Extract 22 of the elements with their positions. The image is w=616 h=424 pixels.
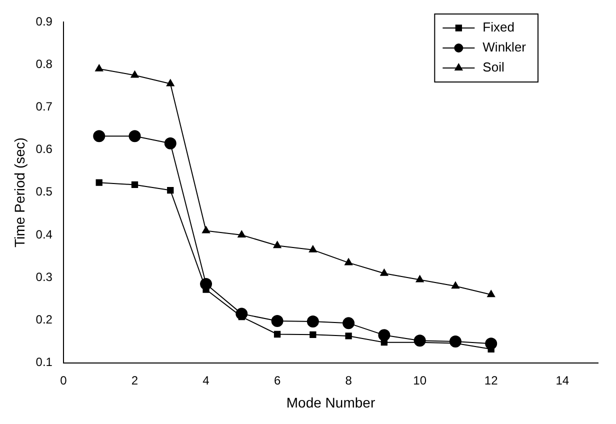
x-tick-label: 8 <box>345 373 352 388</box>
y-tick-label: 0.5 <box>36 184 53 199</box>
y-axis-title: Time Period (sec) <box>11 137 28 248</box>
x-tick-label: 14 <box>556 373 570 388</box>
legend-label: Fixed <box>482 20 514 35</box>
x-tick-label: 6 <box>274 373 281 388</box>
legend-label: Winkler <box>482 40 527 55</box>
x-tick-label: 12 <box>484 373 498 388</box>
x-axis-title: Mode Number <box>286 394 376 410</box>
y-tick-label: 0.6 <box>36 142 53 156</box>
y-tick-label: 0.4 <box>36 227 53 242</box>
y-tick-label: 0.9 <box>36 14 53 28</box>
legend-label: Soil <box>482 60 504 75</box>
x-tick-label: 4 <box>202 373 210 388</box>
y-tick-label: 0.8 <box>36 56 53 71</box>
y-tick-label: 0.2 <box>36 312 53 327</box>
x-tick-label: 0 <box>60 373 68 388</box>
x-tick-label: 10 <box>413 373 427 388</box>
y-tick-label: 0.1 <box>36 355 53 370</box>
y-tick-label: 0.3 <box>36 270 53 284</box>
x-tick-label: 2 <box>131 373 138 388</box>
y-tick-label: 0.7 <box>36 100 53 114</box>
